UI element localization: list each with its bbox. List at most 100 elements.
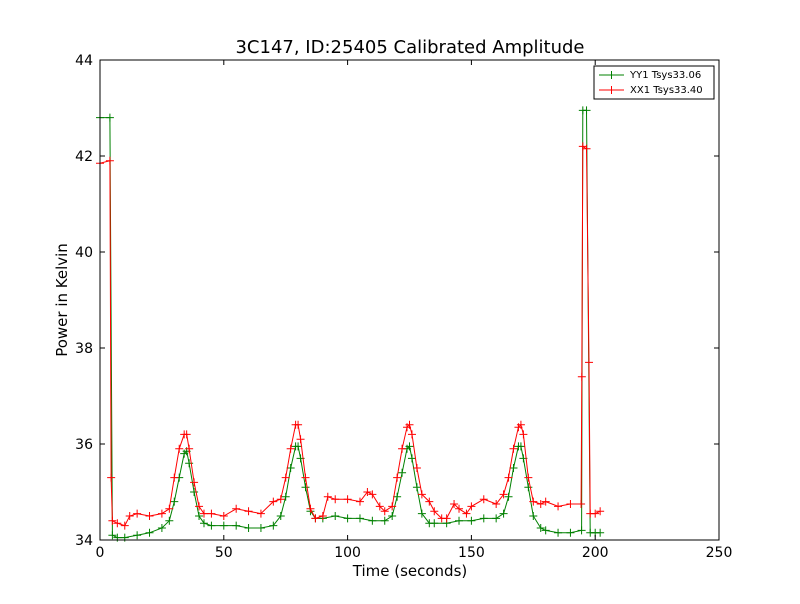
- data-point: [199, 519, 208, 528]
- data-point: [430, 519, 439, 528]
- y-tick-label: 40: [75, 245, 93, 261]
- data-point: [256, 509, 265, 518]
- data-point: [195, 502, 204, 511]
- data-point: [190, 478, 199, 487]
- plot-area: 0 50 100 150 200 250 34 36 38 40 42 44: [75, 53, 732, 561]
- x-tick-label: 0: [96, 545, 105, 561]
- data-point: [165, 504, 174, 513]
- data-point: [157, 524, 166, 532]
- data-point: [133, 531, 142, 540]
- data-point: [343, 495, 352, 504]
- x-tick-label: 150: [458, 545, 485, 561]
- data-point: [455, 504, 464, 513]
- data-point: [596, 507, 605, 516]
- data-point: [219, 521, 228, 530]
- data-point: [504, 473, 513, 482]
- data-point: [529, 497, 538, 506]
- x-axis-ticks: 0 50 100 150 200 250: [96, 60, 733, 561]
- data-point: [107, 473, 116, 482]
- series-yy1: [96, 106, 605, 542]
- data-point: [343, 514, 352, 523]
- data-point: [125, 512, 134, 520]
- y-tick-label: 42: [75, 149, 93, 165]
- data-point: [276, 495, 285, 504]
- data-point: [596, 528, 605, 537]
- data-point: [509, 444, 518, 453]
- x-tick-label: 250: [706, 545, 733, 561]
- data-point: [294, 442, 303, 451]
- data-point: [318, 512, 327, 520]
- data-point: [185, 444, 194, 453]
- data-point: [375, 502, 384, 511]
- data-point: [417, 490, 426, 499]
- data-point: [165, 516, 174, 525]
- data-point: [393, 473, 402, 482]
- data-point: [519, 430, 528, 439]
- data-point: [524, 473, 533, 482]
- data-point: [388, 512, 397, 520]
- data-point: [207, 521, 216, 530]
- data-point: [244, 524, 253, 532]
- data-point: [286, 444, 295, 453]
- legend: YY1 Tsys33.06 XX1 Tsys33.40: [593, 65, 715, 100]
- data-point: [286, 464, 295, 472]
- data-point: [499, 509, 508, 518]
- data-point: [145, 512, 154, 520]
- data-point: [108, 516, 117, 525]
- data-point: [195, 512, 204, 520]
- data-point: [301, 473, 310, 482]
- data-point: [407, 430, 416, 439]
- data-point: [311, 514, 320, 523]
- data-point: [407, 454, 416, 463]
- data-point: [554, 502, 563, 511]
- data-point: [368, 490, 377, 499]
- legend-frame: [593, 65, 715, 100]
- y-axis-ticks: 34 36 38 40 42 44: [75, 53, 719, 549]
- data-point: [577, 526, 586, 535]
- data-point: [105, 113, 114, 122]
- data-point: [296, 435, 305, 444]
- data-point: [541, 526, 550, 535]
- data-point: [524, 483, 533, 492]
- data-point: [182, 430, 191, 439]
- data-point: [585, 358, 594, 367]
- legend-label-xx1: XX1 Tsys33.40: [630, 85, 703, 96]
- chart-title: 3C147, ID:25405 Calibrated Amplitude: [235, 37, 584, 58]
- data-point: [541, 497, 550, 506]
- data-point: [306, 504, 315, 513]
- x-tick-label: 200: [582, 545, 609, 561]
- data-point: [269, 521, 278, 530]
- data-point: [554, 528, 563, 537]
- data-point: [398, 444, 407, 453]
- y-tick-label: 44: [75, 53, 93, 69]
- y-tick-label: 38: [75, 341, 93, 357]
- data-point: [455, 516, 464, 525]
- data-point: [405, 442, 414, 451]
- data-point: [412, 483, 421, 492]
- data-point: [276, 512, 285, 520]
- data-point: [207, 509, 216, 518]
- data-point: [244, 507, 253, 516]
- y-tick-label: 36: [75, 437, 93, 453]
- x-tick-label: 100: [334, 545, 361, 561]
- data-point: [467, 502, 476, 511]
- data-point: [412, 464, 421, 472]
- data-point: [398, 468, 407, 477]
- data-point: [170, 473, 179, 482]
- data-point: [450, 500, 459, 508]
- data-point: [170, 497, 179, 506]
- data-point: [199, 509, 208, 518]
- data-point: [479, 495, 488, 504]
- data-point: [281, 473, 290, 482]
- data-point: [529, 512, 538, 520]
- data-point: [380, 516, 389, 525]
- legend-label-yy1: YY1 Tsys33.06: [629, 70, 701, 81]
- data-point: [157, 509, 166, 518]
- data-point: [566, 500, 575, 508]
- data-point: [113, 519, 122, 528]
- data-point: [108, 531, 117, 540]
- data-point: [368, 516, 377, 525]
- data-point: [479, 514, 488, 523]
- data-point: [504, 492, 513, 501]
- data-point: [331, 495, 340, 504]
